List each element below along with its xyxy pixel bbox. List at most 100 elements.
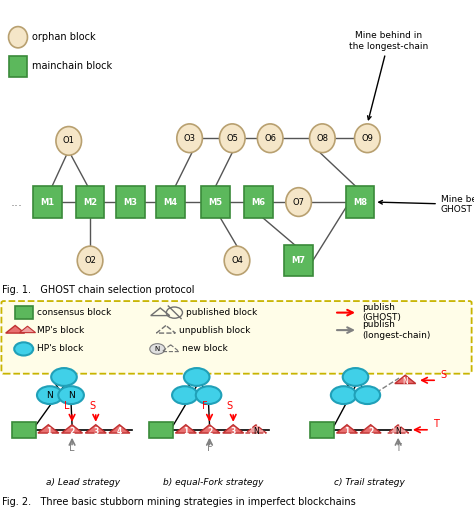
Text: consensus block: consensus block [37, 308, 111, 317]
Text: O6: O6 [264, 134, 276, 143]
Text: O4: O4 [231, 256, 243, 265]
Text: O8: O8 [316, 134, 328, 143]
Polygon shape [246, 425, 266, 433]
Polygon shape [38, 425, 59, 433]
Text: N: N [155, 346, 160, 352]
Circle shape [184, 368, 210, 386]
Text: 3: 3 [230, 427, 236, 436]
Polygon shape [62, 425, 82, 433]
FancyBboxPatch shape [310, 421, 334, 438]
Text: 2: 2 [69, 427, 75, 436]
Text: N: N [402, 377, 408, 386]
FancyBboxPatch shape [156, 186, 185, 218]
Text: O7: O7 [292, 197, 305, 207]
Text: M2: M2 [83, 197, 97, 207]
FancyBboxPatch shape [9, 56, 27, 77]
Text: 1: 1 [46, 427, 51, 436]
Text: O3: O3 [183, 134, 196, 143]
Text: S: S [89, 401, 95, 411]
FancyBboxPatch shape [33, 186, 62, 218]
Text: unpublish block: unpublish block [179, 326, 251, 334]
Text: F: F [207, 443, 212, 453]
Text: M1: M1 [40, 197, 55, 207]
Circle shape [150, 344, 165, 354]
Circle shape [77, 246, 103, 275]
Text: L: L [69, 443, 75, 453]
Polygon shape [6, 325, 25, 333]
Circle shape [257, 124, 283, 153]
Circle shape [51, 368, 77, 386]
Text: Mine behind in
GHOST: Mine behind in GHOST [379, 195, 474, 214]
Circle shape [286, 188, 311, 216]
FancyBboxPatch shape [346, 186, 374, 218]
FancyBboxPatch shape [284, 245, 313, 276]
Text: Fig. 2.   Three basic stubborn mining strategies in imperfect blockchains: Fig. 2. Three basic stubborn mining stra… [2, 497, 356, 507]
Circle shape [58, 386, 84, 404]
Text: O5: O5 [226, 134, 238, 143]
Circle shape [343, 368, 368, 386]
Text: MP's block: MP's block [37, 326, 84, 334]
Text: F: F [202, 401, 208, 411]
Text: 1: 1 [183, 427, 189, 436]
Polygon shape [199, 425, 220, 433]
Circle shape [196, 386, 221, 404]
Polygon shape [109, 425, 130, 433]
FancyBboxPatch shape [149, 421, 173, 438]
Text: M3: M3 [123, 197, 137, 207]
Text: ...: ... [10, 195, 23, 209]
FancyBboxPatch shape [76, 186, 104, 218]
Text: a) Lead strategy: a) Lead strategy [46, 478, 120, 487]
Polygon shape [19, 326, 36, 333]
Circle shape [14, 343, 33, 355]
Text: N: N [253, 427, 259, 436]
Text: published block: published block [186, 308, 257, 317]
Circle shape [9, 26, 27, 48]
Circle shape [172, 386, 198, 404]
Text: publish
(longest-chain): publish (longest-chain) [363, 320, 431, 340]
Text: S: S [227, 401, 232, 411]
Polygon shape [337, 425, 357, 433]
Text: S: S [440, 370, 447, 380]
Text: mainchain block: mainchain block [32, 62, 112, 71]
Text: 1: 1 [344, 427, 350, 436]
Text: M4: M4 [164, 197, 178, 207]
Text: T: T [395, 443, 401, 453]
Text: N: N [68, 390, 74, 400]
Text: M8: M8 [353, 197, 367, 207]
Text: N: N [395, 427, 401, 436]
Polygon shape [360, 425, 381, 433]
Circle shape [37, 386, 63, 404]
Text: new block: new block [182, 345, 228, 353]
FancyBboxPatch shape [12, 421, 36, 438]
Polygon shape [85, 425, 106, 433]
Text: N: N [46, 390, 53, 400]
Text: L: L [64, 401, 69, 411]
Text: T: T [433, 419, 439, 429]
Text: b) equal-Fork strategy: b) equal-Fork strategy [163, 478, 264, 487]
Text: c) Trail strategy: c) Trail strategy [334, 478, 405, 487]
FancyBboxPatch shape [201, 186, 230, 218]
Text: 2: 2 [368, 427, 374, 436]
Text: M6: M6 [251, 197, 265, 207]
FancyBboxPatch shape [244, 186, 273, 218]
Polygon shape [388, 425, 409, 433]
Text: publish
(GHOST): publish (GHOST) [363, 303, 401, 322]
Text: O9: O9 [361, 134, 374, 143]
Text: M7: M7 [292, 256, 306, 265]
Text: O2: O2 [84, 256, 96, 265]
Text: 2: 2 [207, 427, 212, 436]
Circle shape [177, 124, 202, 153]
Polygon shape [395, 375, 416, 384]
Text: HP's block: HP's block [37, 345, 83, 353]
Text: Fig. 1.   GHOST chain selection protocol: Fig. 1. GHOST chain selection protocol [2, 285, 195, 295]
FancyBboxPatch shape [15, 306, 33, 319]
Circle shape [310, 124, 335, 153]
Circle shape [56, 127, 82, 155]
FancyBboxPatch shape [116, 186, 145, 218]
Polygon shape [223, 425, 244, 433]
Circle shape [331, 386, 356, 404]
Text: 4: 4 [117, 427, 122, 436]
Text: M5: M5 [209, 197, 223, 207]
Circle shape [355, 124, 380, 153]
Circle shape [355, 386, 380, 404]
